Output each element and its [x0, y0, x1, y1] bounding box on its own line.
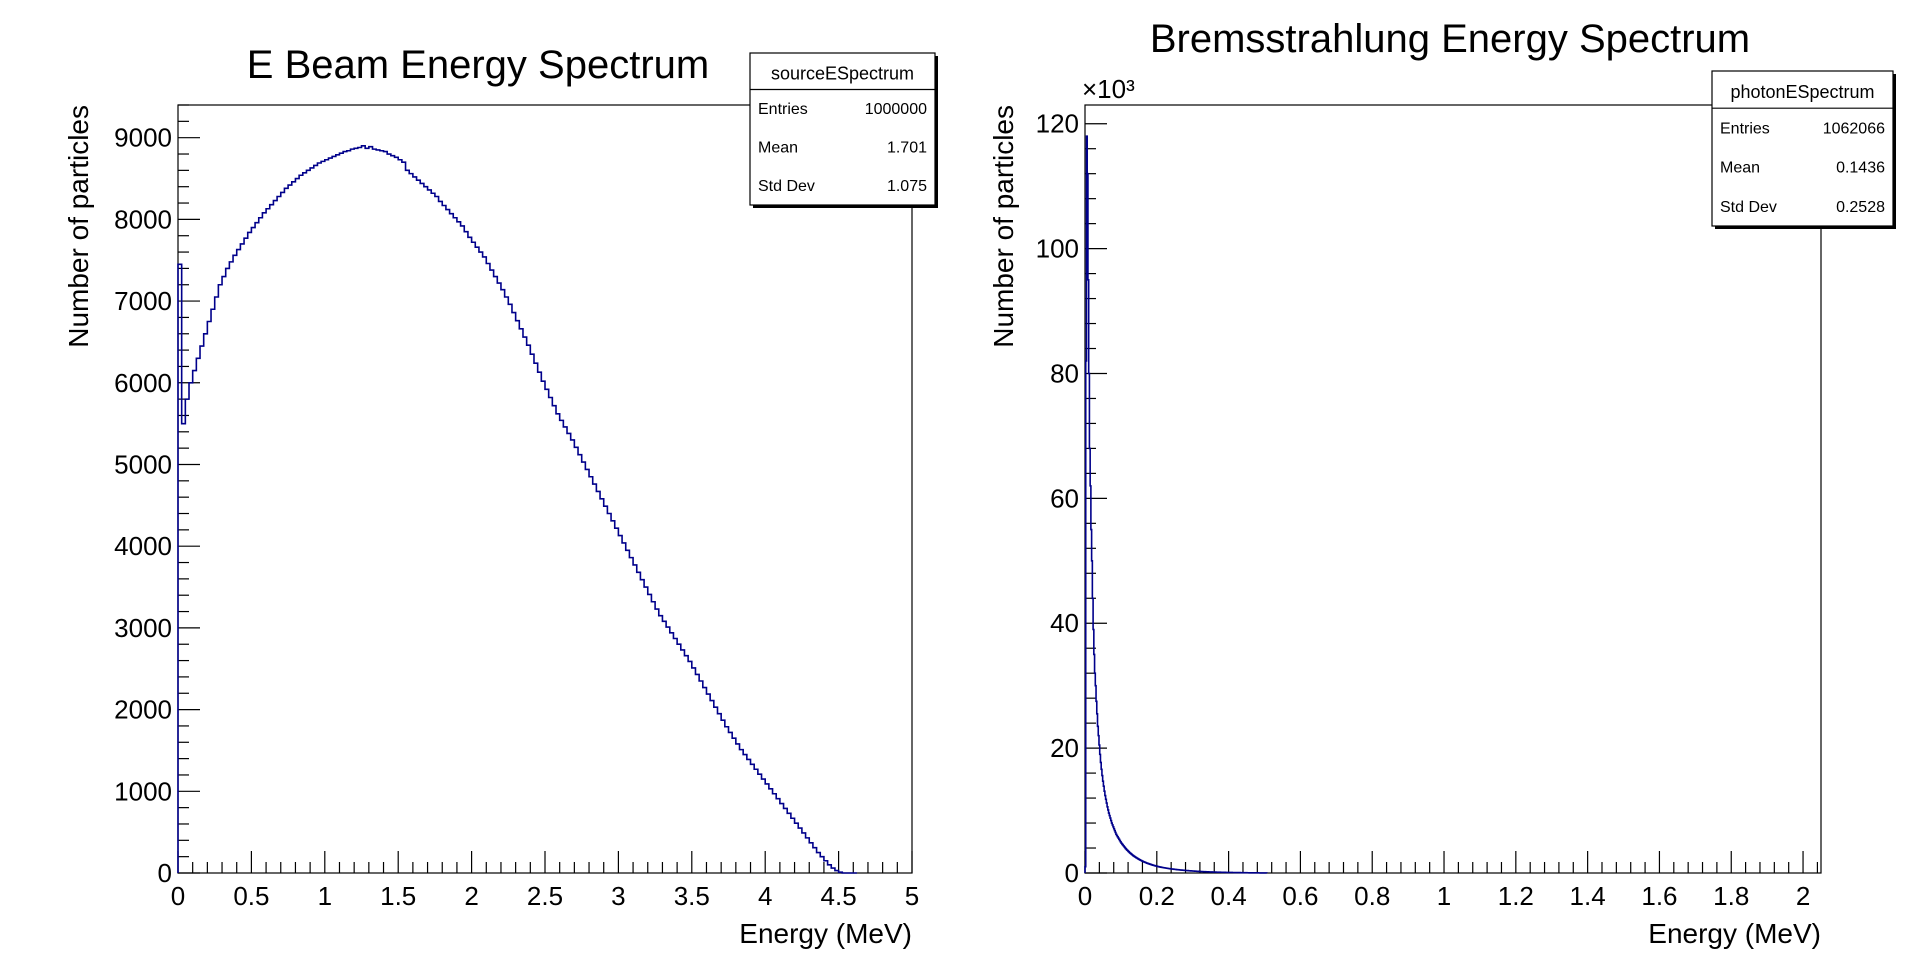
x-tick-label: 0: [1078, 881, 1092, 911]
x-tick-label: 5: [905, 881, 919, 911]
y-tick-label: 2000: [114, 695, 172, 725]
x-tick-label: 2.5: [527, 881, 563, 911]
x-tick-label: 3.5: [674, 881, 710, 911]
y-tick-label: 40: [1050, 608, 1079, 638]
x-tick-label: 1.6: [1641, 881, 1677, 911]
stats-row-label: Std Dev: [758, 178, 815, 195]
y-tick-label: 4000: [114, 531, 172, 561]
y-tick-label: 60: [1050, 483, 1079, 513]
stats-box: sourceESpectrum Entries 1000000 Mean 1.701 St…: [749, 52, 938, 208]
x-tick-label: 0.8: [1354, 881, 1390, 911]
stats-row-value: 1.075: [887, 178, 927, 195]
stats-row-label: Entries: [758, 101, 808, 118]
y-tick-label: 3000: [114, 613, 172, 643]
y-tick-label: 100: [1036, 234, 1079, 264]
x-tick-label: 0.6: [1282, 881, 1318, 911]
chart-panel-2: Bremsstrahlung Energy Spectrum 0 0.2 0.4 0.6…: [988, 17, 1896, 949]
x-tick-label: 3: [611, 881, 625, 911]
chart-title: E Beam Energy Spectrum: [247, 43, 709, 87]
stats-row-value: 1062066: [1823, 120, 1885, 137]
chart-title: Bremsstrahlung Energy Spectrum: [1150, 17, 1750, 61]
y-axis-label: Number of particles: [63, 105, 94, 348]
chart-panel-1: E Beam Energy Spectrum 0 0.5 1 1.5 2 2.5 3 3.5 4 4…: [63, 43, 938, 949]
x-axis-label: Energy (MeV): [739, 918, 912, 949]
x-tick-label: 0: [171, 881, 185, 911]
stats-row-value: 0.2528: [1836, 199, 1885, 216]
y-tick-label: 9000: [114, 123, 172, 153]
y-tick-label: 0: [158, 858, 172, 888]
histogram-series: [1084, 135, 1268, 874]
stats-name: photonESpectrum: [1730, 82, 1874, 102]
stats-name: sourceESpectrum: [771, 63, 914, 83]
y-tick-label: 80: [1050, 358, 1079, 388]
x-tick-label: 2: [464, 881, 478, 911]
stats-box-frame: [749, 52, 936, 206]
x-axis-label: Energy (MeV): [1648, 918, 1821, 949]
x-tick-label: 0.4: [1211, 881, 1247, 911]
y-tick-label: 6000: [114, 368, 172, 398]
x-tick-label: 1.2: [1498, 881, 1534, 911]
stats-box-frame: [1711, 70, 1894, 227]
y-tick-label: 120: [1036, 109, 1079, 139]
stats-row-label: Mean: [1720, 160, 1760, 177]
x-tick-label: 0.5: [233, 881, 269, 911]
x-tick-label: 0.2: [1139, 881, 1175, 911]
stats-row-value: 1.701: [887, 140, 927, 157]
stats-row-label: Std Dev: [1720, 199, 1777, 216]
x-tick-label: 1: [318, 881, 332, 911]
x-tick-label: 1: [1437, 881, 1451, 911]
x-tick-label: 1.8: [1713, 881, 1749, 911]
y-tick-label: 5000: [114, 449, 172, 479]
y-tick-label: 8000: [114, 204, 172, 234]
y-axis-label: Number of particles: [988, 105, 1019, 348]
x-tick-label: 1.5: [380, 881, 416, 911]
x-tick-label: 2: [1796, 881, 1810, 911]
y-tick-label: 20: [1050, 733, 1079, 763]
stats-row-value: 1000000: [865, 101, 927, 118]
x-tick-label: 1.4: [1570, 881, 1606, 911]
x-tick-label: 4: [758, 881, 772, 911]
y-exponent-label: ×10³: [1082, 74, 1135, 104]
y-tick-label: 0: [1065, 858, 1079, 888]
stats-row-label: Mean: [758, 140, 798, 157]
y-tick-label: 1000: [114, 776, 172, 806]
stats-box: photonESpectrum Entries 1062066 Mean 0.1436 S…: [1711, 70, 1896, 229]
y-tick-label: 7000: [114, 286, 172, 316]
stats-row-label: Entries: [1720, 120, 1770, 137]
stats-row-value: 0.1436: [1836, 160, 1885, 177]
x-tick-label: 4.5: [821, 881, 857, 911]
histogram-series: [177, 145, 857, 874]
